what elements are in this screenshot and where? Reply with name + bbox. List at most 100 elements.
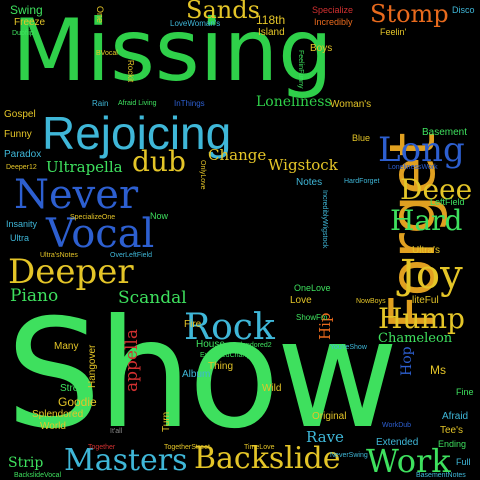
word-splendored2: Splendored2 xyxy=(232,342,272,349)
word-ending: Ending xyxy=(438,439,467,449)
word-world: World xyxy=(40,421,66,432)
word-hop: Hop xyxy=(399,346,415,376)
word-original: Original xyxy=(312,411,347,422)
word-house: House xyxy=(196,339,225,350)
word-hard: Hard xyxy=(390,204,463,237)
word-paradox: Paradox xyxy=(4,149,42,160)
word-thing: Thing xyxy=(208,361,234,372)
word-appella: appella xyxy=(122,329,142,392)
word-hangover: Hangover xyxy=(87,344,98,388)
word-chameleon: Chameleon xyxy=(378,331,453,346)
word-swing: Swing xyxy=(10,3,43,17)
word-basement: Basement xyxy=(422,127,468,138)
word-one: One xyxy=(95,6,105,24)
word-masters: Masters xyxy=(64,443,188,478)
word-ultrasnotes: Ultra'sNotes xyxy=(40,252,78,259)
word-rejoicing: Rejoicing xyxy=(42,107,232,159)
word-extended: Extended xyxy=(376,437,419,448)
word-never: Never xyxy=(14,172,139,218)
word-disco: Disco xyxy=(452,5,475,15)
word-youreshow: You'reShow xyxy=(330,344,367,351)
word-tees: Tee's xyxy=(440,425,464,436)
word-stomp: Stomp xyxy=(370,0,449,28)
word-fine: Fine xyxy=(456,387,474,397)
word-blue: Blue xyxy=(352,133,371,143)
word-missing: Missing xyxy=(12,1,333,101)
word-ultra: Ultra xyxy=(10,233,30,243)
word-full: Full xyxy=(456,457,471,467)
word-hardforget: HardForget xyxy=(344,178,380,185)
word-rockit: Rockit xyxy=(126,60,135,83)
word-liteful: liteFul xyxy=(412,295,439,306)
word-specializeone: SpecializeOne xyxy=(70,214,116,221)
word-afraid: Afraid xyxy=(442,411,469,422)
word-specialize: Specialize xyxy=(312,5,354,15)
word-island: Island xyxy=(258,27,285,38)
word-strip: Strip xyxy=(8,455,44,471)
word-notes: Notes xyxy=(296,177,323,188)
word-neverswing: NeverSwing xyxy=(330,452,368,459)
word-bvocal: BVocal xyxy=(96,50,118,57)
word-rain: Rain xyxy=(92,99,109,108)
word-rave: Rave xyxy=(306,428,344,446)
word-feelinfunny: FeelinFunny xyxy=(297,50,304,89)
word-extendedchange: ExtendedChange xyxy=(200,352,255,359)
word-vocal: Vocal xyxy=(46,211,155,257)
word-deee: Deee xyxy=(400,173,473,206)
word-album: Album xyxy=(182,369,211,380)
word-onelove: OneLove xyxy=(294,283,331,293)
word-goodie: Goodie xyxy=(58,395,97,409)
word-joy: Joy xyxy=(400,252,463,298)
word-hump: Hump xyxy=(378,302,465,335)
word-change: Change xyxy=(208,146,267,164)
word-piano: Piano xyxy=(10,286,59,306)
word-together: Together xyxy=(88,444,116,451)
word-itall: It'all xyxy=(110,428,123,435)
word-showfm: ShowFm xyxy=(296,313,328,322)
word-ms: Ms xyxy=(430,363,446,377)
word-onlylove: OnlyLove xyxy=(199,160,206,190)
word-backslidevocal: BackslideVocal xyxy=(14,472,62,479)
word-many: Many xyxy=(54,341,79,352)
word-wild: Wild xyxy=(262,383,282,394)
word-118th: 118th xyxy=(256,13,286,27)
word-dub: dub xyxy=(132,145,186,178)
word-wigstock: Wigstock xyxy=(268,156,338,174)
word-splendored: Splendored xyxy=(32,409,84,420)
word-incredibly: Incredibly xyxy=(314,17,353,27)
word-overleftfield: OverLeftField xyxy=(110,252,153,259)
word-deeper12: Deeper12 xyxy=(6,164,37,171)
word-timelove: TimeLove xyxy=(244,444,275,451)
word-long: Long xyxy=(378,130,465,170)
word-scandal: Scandal xyxy=(118,288,187,308)
word-ultras: Ultra's xyxy=(412,245,441,256)
word-loneliness: Loneliness xyxy=(256,94,332,110)
word-sands: Sands xyxy=(186,0,260,24)
word-freeze: Freeze xyxy=(14,17,46,28)
word-inthings: InThings xyxy=(174,99,205,108)
word-workdub: WorkDub xyxy=(382,422,412,429)
word-insanity: Insanity xyxy=(6,219,38,229)
word-afraid-living: Afraid Living xyxy=(118,100,157,107)
word-ultrapella: Ultrapella xyxy=(46,158,123,176)
word-boys: Boys xyxy=(310,43,333,54)
word-dubflip: Dubflip xyxy=(12,30,34,37)
word-incrediblywigstock: IncrediblyWigstock xyxy=(321,190,328,249)
word-funny: Funny xyxy=(4,129,32,140)
word-gospel: Gospel xyxy=(4,109,36,120)
word-love: Love xyxy=(290,295,312,306)
word-leftfield: LeftField xyxy=(430,197,465,207)
word-street: Street xyxy=(60,383,87,394)
word-nowboys: NowBoys xyxy=(356,298,386,305)
word-feelin: Feelin' xyxy=(380,27,407,37)
word-fire: Fire xyxy=(184,319,202,330)
word-womans: Woman's xyxy=(330,99,372,110)
word-now: Now xyxy=(150,211,169,221)
word-lonelinesswork: LonelinessWork xyxy=(388,164,438,171)
word-turn: Turn xyxy=(161,411,172,432)
word-show: Show xyxy=(6,288,399,462)
word-basementnotes: BasementNotes xyxy=(416,472,466,479)
word-togetherstreet: TogetherStreet xyxy=(164,444,210,451)
word-lovewomans: LoveWoman's xyxy=(170,19,221,28)
